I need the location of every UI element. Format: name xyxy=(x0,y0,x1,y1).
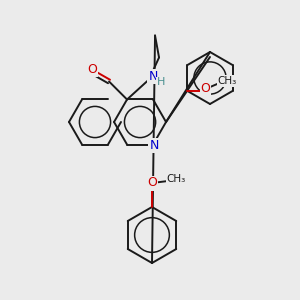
Text: O: O xyxy=(200,82,210,95)
Text: N: N xyxy=(149,139,159,152)
Text: O: O xyxy=(147,176,157,190)
Text: H: H xyxy=(157,77,165,88)
Text: N: N xyxy=(148,70,158,83)
Text: CH₃: CH₃ xyxy=(218,76,237,86)
Text: CH₃: CH₃ xyxy=(167,174,186,184)
Text: O: O xyxy=(87,63,97,76)
